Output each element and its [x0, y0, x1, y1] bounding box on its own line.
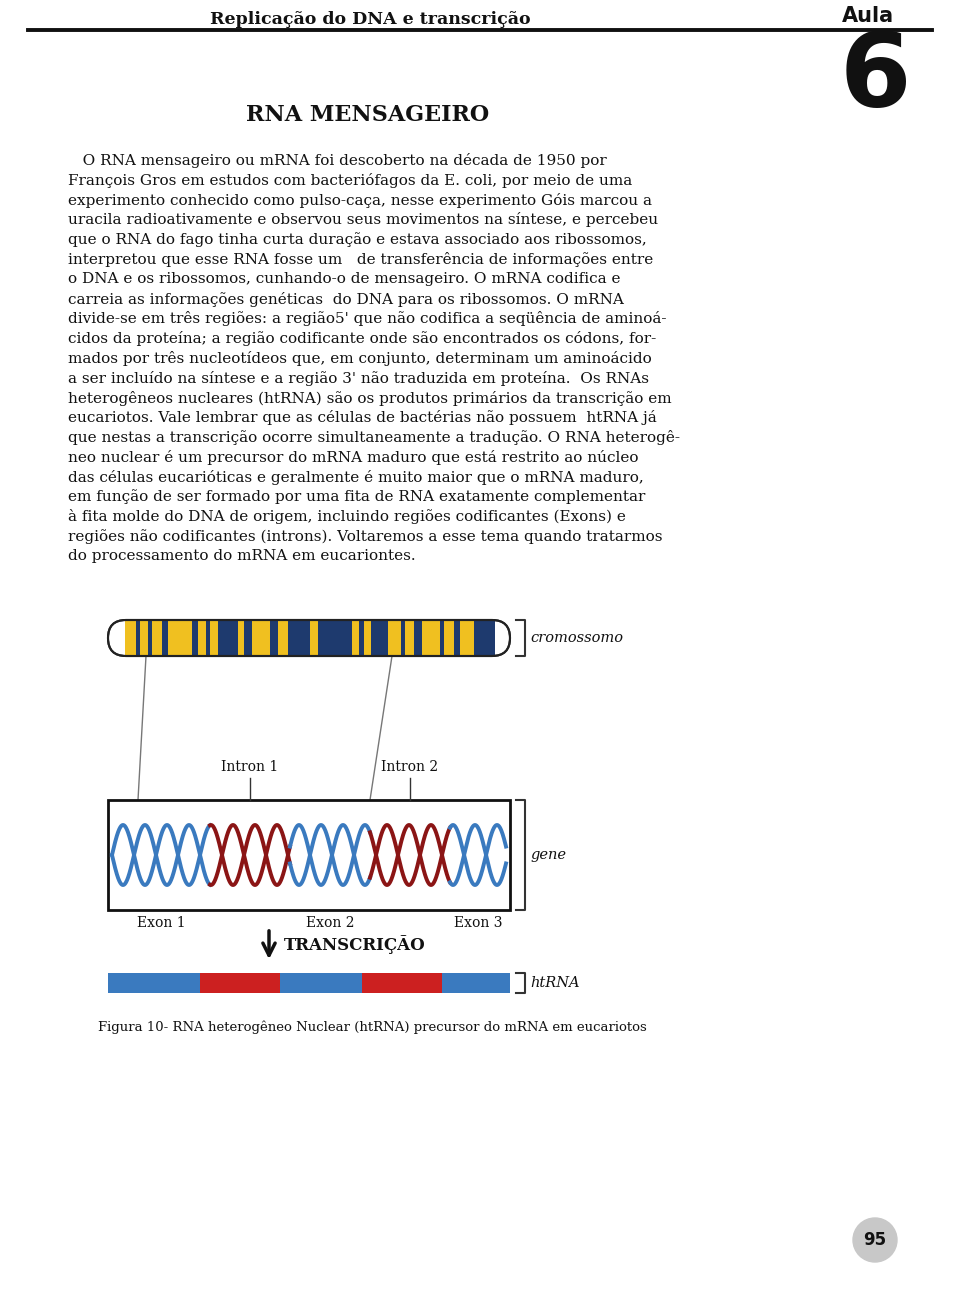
Text: interpretou que esse RNA fosse um   de transferência de informações entre: interpretou que esse RNA fosse um de tra…: [68, 252, 653, 267]
Text: das células eucarióticas e geralmente é muito maior que o mRNA maduro,: das células eucarióticas e geralmente é …: [68, 470, 644, 484]
Bar: [388, 620, 401, 655]
Bar: [198, 620, 206, 655]
Text: Replicação do DNA e transcrição: Replicação do DNA e transcrição: [209, 12, 530, 29]
Bar: [310, 620, 318, 655]
Text: Exon 1: Exon 1: [136, 916, 185, 929]
Text: regiões não codificantes (introns). Voltaremos a esse tema quando tratarmos: regiões não codificantes (introns). Volt…: [68, 530, 662, 544]
Text: Intron 2: Intron 2: [381, 761, 439, 774]
Text: mados por três nucleotídeos que, em conjunto, determinam um aminoácido: mados por três nucleotídeos que, em conj…: [68, 350, 652, 366]
Text: em função de ser formado por uma fita de RNA exatamente complementar: em função de ser formado por uma fita de…: [68, 489, 645, 505]
Text: 95: 95: [863, 1231, 887, 1249]
Bar: [460, 620, 474, 655]
Bar: [238, 620, 244, 655]
Bar: [444, 620, 454, 655]
Text: RNA MENSAGEIRO: RNA MENSAGEIRO: [247, 104, 490, 126]
Bar: [405, 620, 414, 655]
Bar: [200, 974, 280, 993]
Text: a ser incluído na síntese e a região 3' não traduzida em proteína.  Os RNAs: a ser incluído na síntese e a região 3' …: [68, 371, 649, 386]
Bar: [168, 620, 192, 655]
Text: 6: 6: [839, 27, 911, 129]
Text: cidos da proteína; a região codificante onde são encontrados os códons, for-: cidos da proteína; a região codificante …: [68, 331, 657, 347]
Text: à fita molde do DNA de origem, incluindo regiões codificantes (Exons) e: à fita molde do DNA de origem, incluindo…: [68, 509, 626, 524]
Text: htRNA: htRNA: [530, 976, 580, 990]
Text: o DNA e os ribossomos, cunhando-o de mensageiro. O mRNA codifica e: o DNA e os ribossomos, cunhando-o de men…: [68, 271, 620, 286]
Text: eucariotos. Vale lembrar que as células de bactérias não possuem  htRNA já: eucariotos. Vale lembrar que as células …: [68, 410, 657, 426]
Text: Exon 2: Exon 2: [305, 916, 354, 929]
Text: que nestas a transcrição ocorre simultaneamente a tradução. O RNA heterogê-: que nestas a transcrição ocorre simultan…: [68, 430, 680, 445]
FancyBboxPatch shape: [107, 619, 125, 657]
Bar: [252, 620, 270, 655]
Text: O RNA mensageiro ou mRNA foi descoberto na década de 1950 por: O RNA mensageiro ou mRNA foi descoberto …: [68, 153, 607, 167]
FancyBboxPatch shape: [108, 620, 510, 655]
Text: uracila radioativamente e observou seus movimentos na síntese, e percebeu: uracila radioativamente e observou seus …: [68, 213, 659, 227]
Bar: [140, 620, 148, 655]
Bar: [364, 620, 371, 655]
Text: heterogêneos nucleares (htRNA) são os produtos primários da transcrição em: heterogêneos nucleares (htRNA) são os pr…: [68, 391, 672, 405]
Circle shape: [853, 1218, 897, 1262]
Text: Figura 10- RNA heterogêneo Nuclear (htRNA) precursor do mRNA em eucariotos: Figura 10- RNA heterogêneo Nuclear (htRN…: [98, 1022, 647, 1035]
Text: Intron 1: Intron 1: [222, 761, 278, 774]
FancyBboxPatch shape: [495, 619, 513, 657]
Text: experimento conhecido como pulso-caça, nesse experimento Góis marcou a: experimento conhecido como pulso-caça, n…: [68, 192, 652, 208]
Text: gene: gene: [530, 848, 566, 862]
Text: divide-se em três regiões: a região5' que não codifica a seqüência de aminoá-: divide-se em três regiões: a região5' qu…: [68, 312, 666, 326]
Text: TRANSCRIÇÃO: TRANSCRIÇÃO: [284, 936, 425, 954]
Bar: [210, 620, 218, 655]
Text: neo nuclear é um precursor do mRNA maduro que está restrito ao núcleo: neo nuclear é um precursor do mRNA madur…: [68, 450, 638, 465]
Bar: [108, 974, 510, 993]
Text: François Gros em estudos com bacteriófagos da E. coli, por meio de uma: François Gros em estudos com bacteriófag…: [68, 173, 633, 188]
Bar: [362, 974, 442, 993]
Text: Aula: Aula: [842, 6, 894, 26]
Text: que o RNA do fago tinha curta duração e estava associado aos ribossomos,: que o RNA do fago tinha curta duração e …: [68, 232, 647, 247]
Bar: [422, 620, 440, 655]
Text: cromossomo: cromossomo: [530, 631, 623, 645]
Bar: [352, 620, 359, 655]
Bar: [108, 800, 510, 910]
Bar: [278, 620, 288, 655]
Bar: [152, 620, 162, 655]
Text: do processamento do mRNA em eucariontes.: do processamento do mRNA em eucariontes.: [68, 549, 416, 563]
Bar: [118, 620, 136, 655]
Text: Exon 3: Exon 3: [454, 916, 502, 929]
Text: carreia as informações genéticas  do DNA para os ribossomos. O mRNA: carreia as informações genéticas do DNA …: [68, 292, 624, 306]
